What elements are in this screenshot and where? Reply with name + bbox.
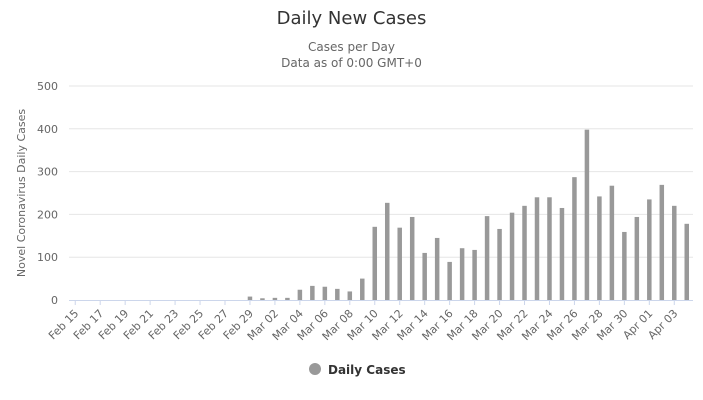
- bar-apr-02[interactable]: [659, 184, 665, 300]
- bar-mar-06[interactable]: [322, 286, 328, 300]
- bar-mar-17[interactable]: [459, 248, 465, 300]
- bar-mar-27[interactable]: [584, 129, 590, 300]
- chart-title: Daily New Cases: [277, 8, 427, 29]
- chart-subtitle-line-1: Cases per Day: [308, 40, 395, 54]
- bar-mar-13[interactable]: [409, 216, 415, 300]
- y-tick-label: 0: [51, 294, 58, 307]
- bar-mar-22[interactable]: [522, 205, 527, 300]
- bar-mar-24[interactable]: [547, 197, 552, 300]
- y-tick-label: 500: [37, 80, 58, 93]
- y-tick-label: 300: [37, 166, 58, 179]
- y-tick-label: 100: [37, 251, 58, 264]
- bar-apr-01[interactable]: [647, 199, 652, 300]
- bar-mar-09[interactable]: [360, 278, 365, 300]
- bar-mar-12[interactable]: [397, 227, 402, 300]
- bar-mar-26[interactable]: [572, 177, 577, 300]
- bar-mar-14[interactable]: [422, 252, 427, 300]
- bar-mar-21[interactable]: [509, 212, 515, 300]
- bar-mar-30[interactable]: [622, 231, 627, 300]
- legend-swatch-daily-cases: [309, 363, 321, 375]
- bar-mar-16[interactable]: [447, 261, 452, 300]
- bar-apr-03[interactable]: [672, 205, 677, 300]
- bar-mar-25[interactable]: [559, 207, 565, 300]
- y-tick-label: 400: [37, 123, 58, 136]
- legend-label-daily-cases: Daily Cases: [328, 363, 406, 377]
- bar-mar-07[interactable]: [335, 288, 340, 300]
- bar-mar-04[interactable]: [297, 289, 303, 300]
- bar-mar-23[interactable]: [534, 197, 540, 300]
- y-axis-title: Novel Coronavirus Daily Cases: [15, 109, 28, 277]
- bar-mar-29[interactable]: [609, 185, 615, 300]
- bars: [247, 129, 690, 300]
- bar-mar-05[interactable]: [310, 285, 315, 300]
- bar-mar-19[interactable]: [484, 216, 490, 300]
- chart-subtitle-line-2: Data as of 0:00 GMT+0: [281, 56, 422, 70]
- bar-mar-18[interactable]: [472, 249, 477, 300]
- bar-mar-08[interactable]: [347, 291, 353, 300]
- bar-mar-15[interactable]: [434, 237, 440, 300]
- bar-apr-04[interactable]: [684, 223, 690, 300]
- bar-mar-01[interactable]: [260, 298, 265, 300]
- bar-mar-10[interactable]: [372, 226, 378, 300]
- legend[interactable]: Daily Cases: [309, 363, 406, 377]
- bar-mar-28[interactable]: [597, 196, 602, 300]
- bar-mar-02[interactable]: [272, 297, 278, 300]
- bar-mar-11[interactable]: [384, 202, 390, 300]
- bar-mar-20[interactable]: [497, 228, 502, 300]
- bar-mar-31[interactable]: [634, 216, 640, 300]
- bar-feb-29[interactable]: [247, 296, 253, 300]
- bar-mar-03[interactable]: [285, 297, 290, 300]
- y-tick-label: 200: [37, 208, 58, 221]
- y-axis-ticks: 0 100 200 300 400 500: [37, 80, 58, 307]
